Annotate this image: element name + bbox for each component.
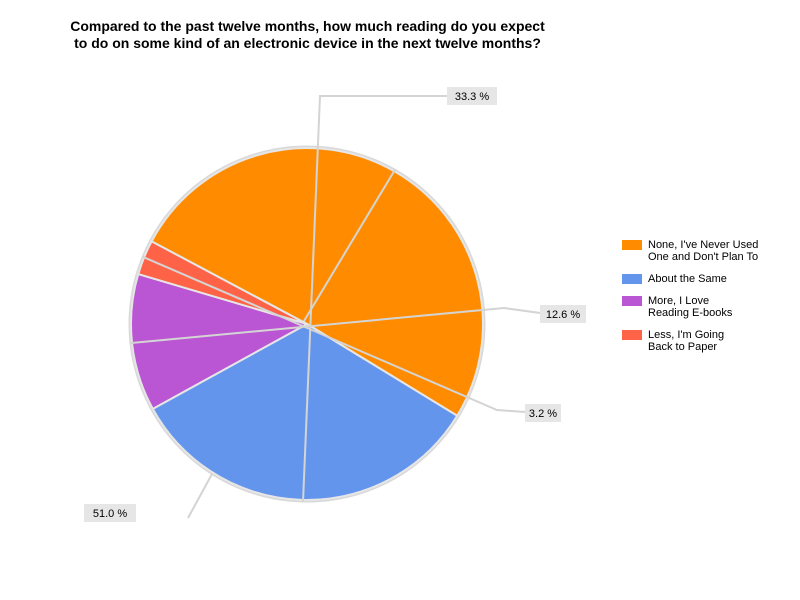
leader-line-none (187, 168, 397, 519)
leader-line-more (129, 306, 541, 345)
chart-title: Compared to the past twelve months, how … (0, 18, 615, 52)
leader-line-same (302, 95, 447, 503)
leader-line-less (141, 255, 526, 413)
legend-label-less: Less, I'm Going Back to Paper (648, 329, 724, 353)
legend: None, I've Never Used One and Don't Plan … (622, 239, 758, 363)
data-label-box-none (84, 504, 136, 522)
legend-label-line: About the Same (648, 273, 727, 285)
legend-label-none: None, I've Never Used One and Don't Plan … (648, 239, 758, 263)
legend-item-same[interactable]: About the Same (622, 273, 758, 285)
legend-swatch-more (622, 296, 642, 306)
legend-label-more: More, I Love Reading E-books (648, 295, 732, 319)
legend-label-line: One and Don't Plan To (648, 251, 759, 263)
legend-item-less[interactable]: Less, I'm Going Back to Paper (622, 329, 758, 353)
data-label-less: 3.2 % (529, 408, 557, 420)
legend-label-line: None, I've Never Used (648, 239, 759, 251)
legend-swatch-same (622, 274, 642, 284)
data-label-box-more (540, 305, 586, 323)
legend-swatch-none (622, 240, 642, 250)
chart-title-line-2: to do on some kind of an electronic devi… (74, 35, 541, 51)
legend-label-line: Reading E-books (648, 307, 733, 319)
chart-title-line-1: Compared to the past twelve months, how … (70, 18, 545, 34)
legend-swatch-less (622, 330, 642, 340)
legend-label-line: Back to Paper (648, 341, 718, 353)
data-label-same: 33.3 % (455, 91, 489, 103)
data-label-none: 51.0 % (93, 508, 127, 520)
legend-label-same: About the Same (648, 273, 727, 285)
data-label-more: 12.6 % (546, 309, 580, 321)
data-label-box-less (525, 404, 561, 422)
legend-item-none[interactable]: None, I've Never Used One and Don't Plan … (622, 239, 758, 263)
legend-label-line: Less, I'm Going (648, 329, 725, 341)
data-label-box-same (447, 87, 497, 105)
legend-item-more[interactable]: More, I Love Reading E-books (622, 295, 758, 319)
legend-label-line: More, I Love (648, 295, 710, 307)
